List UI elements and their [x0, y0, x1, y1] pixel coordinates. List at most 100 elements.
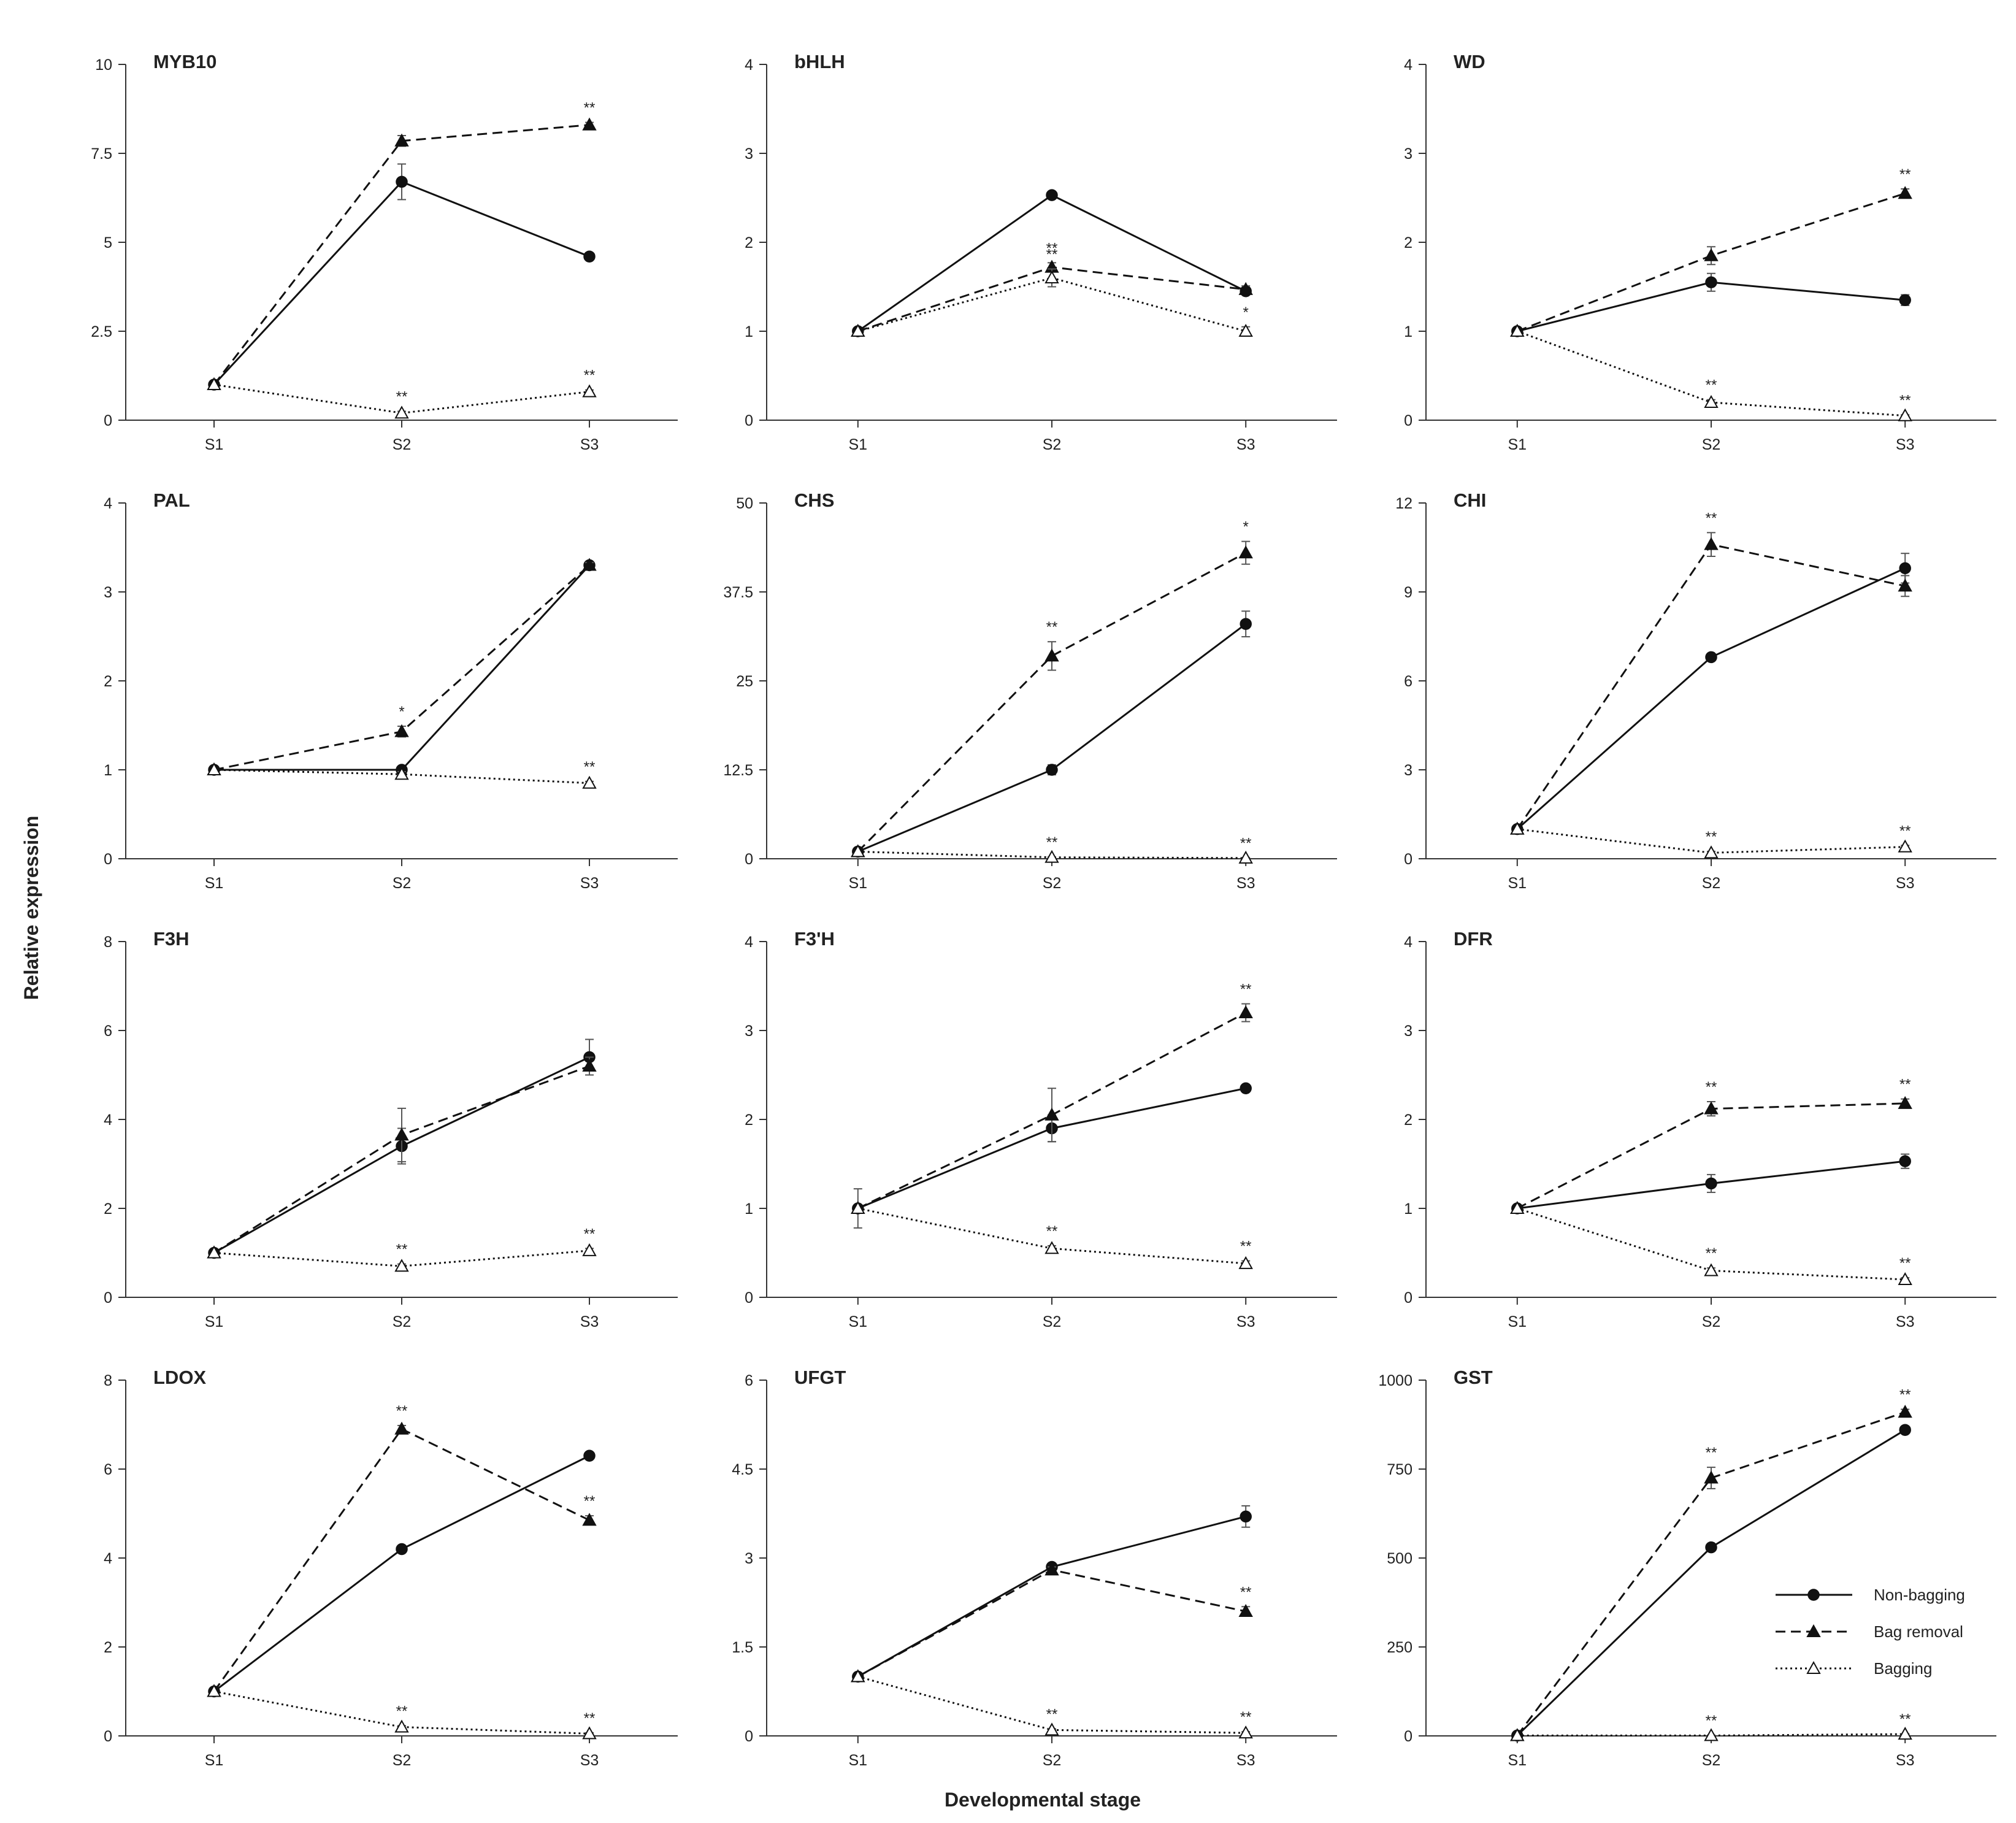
data-point-bag-removal: [582, 1513, 597, 1526]
data-point-bagging: [394, 1259, 409, 1272]
y-tick-label: 2: [1404, 1111, 1412, 1129]
panel-f3-h: 0 1 2 3 4 S1 S2 S3 F3'H ** ** **: [745, 928, 1337, 1330]
y-tick-label: 3: [104, 584, 112, 601]
data-point-bagging: [207, 762, 221, 775]
data-point-non-bagging: [396, 175, 408, 188]
significance-label: *: [399, 704, 404, 720]
y-tick-label: 1000: [1378, 1372, 1412, 1389]
x-tick-label: S2: [1702, 436, 1721, 453]
x-tick-label: S2: [1043, 875, 1062, 892]
significance-label: **: [1899, 1077, 1911, 1093]
panel-gst: 0 250 500 750 1000 S1 S2 S3 GST ** ** ** **: [1378, 1367, 1996, 1769]
significance-label: **: [1240, 1238, 1252, 1255]
data-point-bagging: [851, 844, 865, 858]
y-tick-label: 0: [745, 1289, 753, 1307]
data-point-bag-removal: [1704, 537, 1719, 550]
y-tick-label: 4: [104, 1550, 112, 1567]
y-tick-label: 2: [104, 1639, 112, 1656]
y-tick-label: 4: [104, 495, 112, 512]
y-tick-label: 2.5: [91, 323, 112, 340]
x-tick-label: S1: [849, 1752, 868, 1769]
data-point-bag-removal: [1898, 1096, 1912, 1109]
data-point-bagging: [1044, 1241, 1059, 1254]
x-tick-label: S1: [1508, 875, 1527, 892]
significance-label: **: [396, 1703, 408, 1719]
data-point-non-bagging: [1705, 651, 1717, 664]
panel-title: PAL: [153, 489, 190, 511]
data-point-non-bagging: [583, 250, 596, 263]
data-point-non-bagging: [1899, 294, 1911, 306]
significance-label: **: [1046, 1706, 1058, 1722]
data-point-bagging: [1238, 1256, 1253, 1269]
y-tick-label: 750: [1387, 1461, 1412, 1478]
y-tick-label: 2: [745, 234, 753, 251]
y-tick-label: 0: [745, 851, 753, 868]
significance-label: *: [1243, 519, 1249, 535]
data-point-bagging: [1238, 1725, 1253, 1739]
legend-marker-bagging: [1806, 1660, 1821, 1674]
data-point-bagging: [1898, 1272, 1912, 1285]
data-point-bagging: [582, 775, 597, 789]
series-line-bag-removal: [1516, 543, 1906, 830]
data-point-bag-removal: [582, 558, 597, 571]
x-tick-label: S2: [1702, 875, 1721, 892]
data-point-non-bagging: [1899, 562, 1911, 575]
data-point-bagging: [1898, 408, 1912, 421]
data-point-bagging: [1510, 821, 1525, 835]
y-tick-label: 2: [104, 673, 112, 690]
data-point-bagging: [1510, 323, 1525, 337]
data-point-bagging: [1238, 850, 1253, 864]
legend-marker-non-bagging: [1807, 1589, 1820, 1601]
y-tick-label: 8: [104, 1372, 112, 1389]
series-line-bag-removal: [213, 1427, 590, 1692]
panel-title: GST: [1454, 1367, 1493, 1388]
y-tick-label: 12: [1395, 495, 1412, 512]
panel-chi: 0 3 6 9 12 S1 S2 S3 CHI ** ** **: [1395, 489, 1996, 892]
panel-title: F3'H: [794, 928, 835, 950]
data-point-non-bagging: [1240, 1082, 1252, 1094]
x-tick-label: S2: [393, 875, 412, 892]
data-point-bagging: [1238, 323, 1253, 337]
significance-label: **: [396, 1403, 408, 1419]
x-tick-label: S1: [849, 875, 868, 892]
x-tick-label: S1: [205, 436, 224, 453]
series-line-bagging: [857, 277, 1246, 332]
panel-wd: 0 1 2 3 4 S1 S2 S3 WD ** ** **: [1404, 51, 1996, 453]
x-tick-label: S3: [580, 875, 599, 892]
significance-label: **: [1899, 392, 1911, 409]
x-tick-label: S2: [1702, 1752, 1721, 1769]
data-point-bagging: [851, 1669, 865, 1683]
series-line-bagging: [1517, 828, 1906, 854]
data-point-bagging: [207, 1245, 221, 1259]
data-point-bag-removal: [1238, 545, 1253, 559]
significance-label: **: [584, 100, 596, 117]
data-point-bag-removal: [1704, 1101, 1719, 1115]
significance-label: **: [1046, 240, 1058, 256]
data-point-bagging: [1898, 1727, 1912, 1740]
y-tick-label: 0: [104, 851, 112, 868]
y-tick-label: 10: [95, 56, 112, 74]
legend: Non-bagging Bag removal Bagging: [1776, 1586, 1965, 1678]
significance-label: **: [1240, 1584, 1252, 1600]
data-point-non-bagging: [1240, 618, 1252, 630]
y-tick-label: 0: [104, 1728, 112, 1745]
data-point-bagging: [394, 405, 409, 419]
data-point-bag-removal: [394, 1127, 409, 1141]
x-tick-label: S1: [1508, 1752, 1527, 1769]
significance-label: **: [584, 1493, 596, 1510]
y-tick-label: 1: [104, 762, 112, 779]
data-point-bag-removal: [394, 724, 409, 737]
y-tick-label: 250: [1387, 1639, 1412, 1656]
data-point-non-bagging: [1899, 1424, 1911, 1436]
y-tick-label: 2: [104, 1200, 112, 1218]
series-line-bag-removal: [857, 1568, 1246, 1678]
series-line-bagging: [857, 1675, 1246, 1734]
significance-label: **: [1899, 1711, 1911, 1728]
y-tick-label: 0: [745, 412, 753, 429]
panel-title: UFGT: [794, 1367, 846, 1388]
x-tick-label: S1: [205, 875, 224, 892]
data-point-bagging: [1704, 394, 1719, 408]
data-point-bagging: [394, 767, 409, 780]
